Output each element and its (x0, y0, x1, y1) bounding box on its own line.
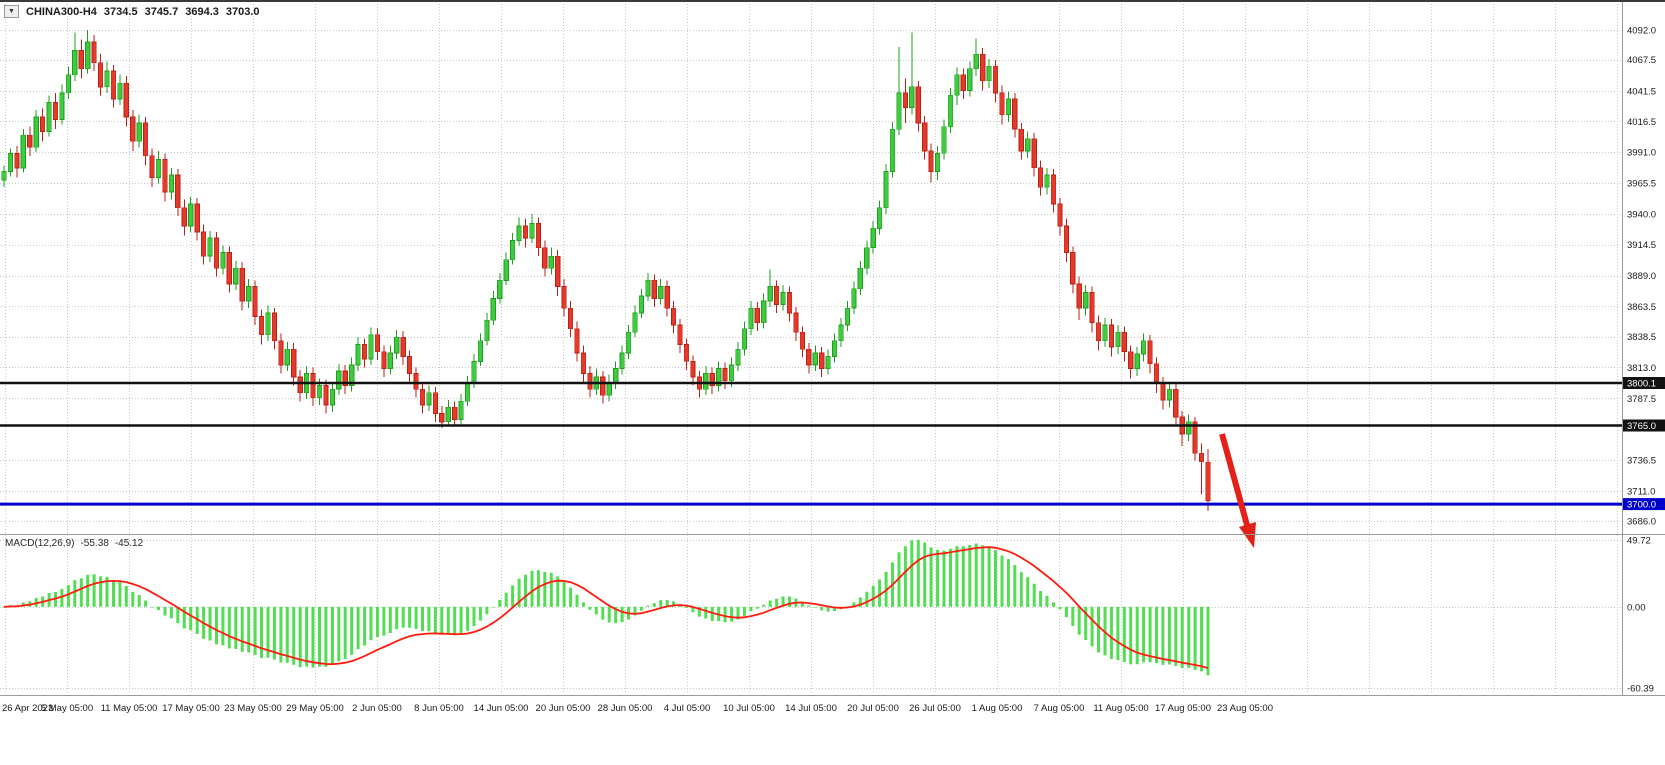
svg-text:3686.0: 3686.0 (1627, 517, 1656, 528)
svg-text:3914.5: 3914.5 (1627, 240, 1656, 251)
svg-text:14 Jul 05:00: 14 Jul 05:00 (785, 703, 837, 714)
svg-text:3800.1: 3800.1 (1627, 379, 1656, 390)
svg-text:3813.0: 3813.0 (1627, 363, 1656, 374)
candles-layer (1, 30, 1211, 511)
svg-text:3940.0: 3940.0 (1627, 209, 1656, 220)
svg-text:3787.5: 3787.5 (1627, 394, 1656, 405)
indicator-signal-value: -45.12 (114, 538, 144, 549)
svg-text:3700.0: 3700.0 (1627, 500, 1656, 511)
svg-text:3991.0: 3991.0 (1627, 148, 1656, 159)
svg-text:3863.5: 3863.5 (1627, 302, 1656, 313)
svg-text:20 Jul 05:00: 20 Jul 05:00 (847, 703, 899, 714)
svg-text:4 Jul 05:00: 4 Jul 05:00 (664, 703, 710, 714)
grid-layer (0, 4, 1622, 694)
svg-text:3711.0: 3711.0 (1627, 486, 1655, 497)
quote-bar: ▼ CHINA300-H4 3734.5 3745.7 3694.3 3703.… (4, 5, 260, 18)
horizontal-lines-layer[interactable] (0, 381, 1622, 506)
indicator-label: MACD(12,26,9) -55.38 -45.12 (5, 538, 143, 549)
svg-text:4016.5: 4016.5 (1627, 117, 1656, 128)
svg-text:1 Aug 05:00: 1 Aug 05:00 (972, 703, 1023, 714)
quote-close: 3703.0 (225, 5, 260, 18)
indicator-macd-value: -55.38 (80, 538, 109, 549)
svg-text:49.72: 49.72 (1627, 536, 1651, 547)
svg-text:17 May 05:00: 17 May 05:00 (162, 703, 220, 714)
quote-open: 3734.5 (103, 5, 138, 18)
svg-text:10 Jul 05:00: 10 Jul 05:00 (723, 703, 775, 714)
svg-text:3736.5: 3736.5 (1627, 455, 1656, 466)
svg-text:26 Apr 2023: 26 Apr 2023 (2, 703, 53, 714)
svg-text:20 Jun 05:00: 20 Jun 05:00 (536, 703, 591, 714)
macd-pane (2, 539, 1210, 676)
svg-text:23 May 05:00: 23 May 05:00 (224, 703, 282, 714)
svg-text:28 Jun 05:00: 28 Jun 05:00 (598, 703, 653, 714)
svg-text:5 May 05:00: 5 May 05:00 (41, 703, 93, 714)
svg-text:2 Jun 05:00: 2 Jun 05:00 (352, 703, 402, 714)
svg-text:8 Jun 05:00: 8 Jun 05:00 (414, 703, 464, 714)
svg-text:29 May 05:00: 29 May 05:00 (286, 703, 344, 714)
svg-text:3838.5: 3838.5 (1627, 332, 1656, 343)
price-axis[interactable]: 4092.0 4067.5 4041.5 4016.5 3991.0 3965.5 3940… (1623, 26, 1665, 695)
svg-text:4092.0: 4092.0 (1627, 26, 1656, 37)
svg-text:0.00: 0.00 (1627, 602, 1646, 613)
svg-text:17 Aug 05:00: 17 Aug 05:00 (1155, 703, 1211, 714)
svg-text:4067.5: 4067.5 (1627, 55, 1656, 66)
svg-text:-60.39: -60.39 (1627, 684, 1654, 695)
svg-text:14 Jun 05:00: 14 Jun 05:00 (474, 703, 529, 714)
symbol-period-label: CHINA300-H4 (26, 5, 97, 18)
svg-text:7 Aug 05:00: 7 Aug 05:00 (1034, 703, 1085, 714)
svg-text:23 Aug 05:00: 23 Aug 05:00 (1217, 703, 1273, 714)
svg-text:26 Jul 05:00: 26 Jul 05:00 (909, 703, 961, 714)
indicator-name: MACD(12,26,9) (5, 538, 75, 549)
svg-text:3765.0: 3765.0 (1627, 421, 1656, 432)
svg-text:11 May 05:00: 11 May 05:00 (101, 703, 158, 714)
svg-text:4041.5: 4041.5 (1627, 87, 1656, 98)
svg-text:3889.0: 3889.0 (1627, 271, 1656, 282)
svg-text:11 Aug 05:00: 11 Aug 05:00 (1093, 703, 1148, 714)
quote-low: 3694.3 (185, 5, 219, 18)
quote-high: 3745.7 (144, 5, 179, 18)
pane-separator[interactable] (0, 2, 1665, 696)
symbol-dropdown-button[interactable]: ▼ (4, 5, 19, 18)
svg-text:3965.5: 3965.5 (1627, 179, 1656, 190)
